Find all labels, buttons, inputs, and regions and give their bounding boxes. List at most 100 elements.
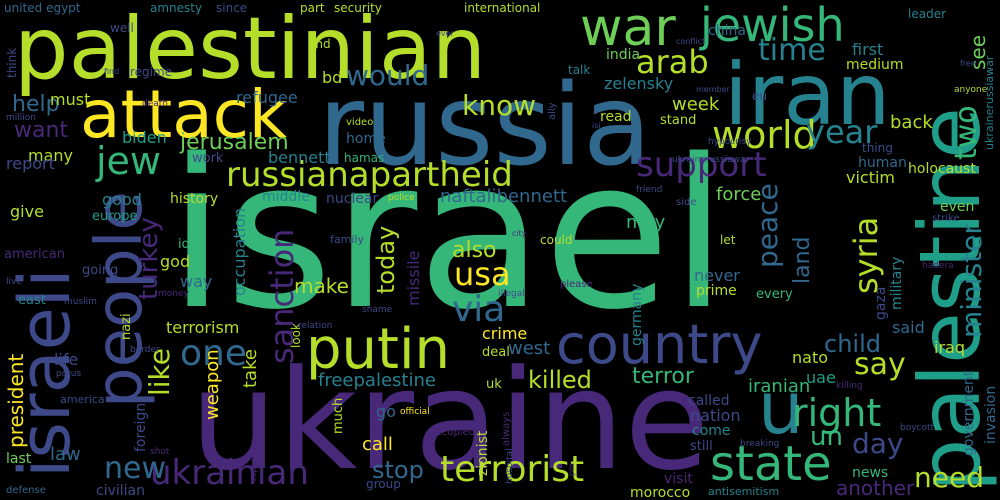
word-every: every [756,287,793,302]
word-isi: isi [592,121,601,130]
word-eu: eu [752,89,767,103]
word-border: border [130,345,160,355]
word-killed: killed [528,366,592,394]
word-back: back [890,112,933,133]
word-biden: biden [122,128,167,147]
word-security: security [334,1,382,15]
word-attack: attack [80,76,288,153]
word-say: say [854,347,906,382]
word-another: another [836,476,915,500]
word-un: un [810,422,843,452]
word-new: new [104,451,167,486]
word-government: government [961,370,977,456]
word-india: india [606,47,641,63]
word-iran: iran [724,45,891,145]
word-video: video [346,117,374,128]
word-uk: uk [486,377,502,392]
word-killing: killing [836,381,863,391]
word-weapon: weapon [202,349,223,420]
word-naftalibennett: naftalibennett [440,186,568,207]
word-west: west [508,338,551,359]
word-hypocrisy: hypocrisy [708,137,752,147]
word-deal: deal [482,345,510,360]
word-hadera: hadera [922,261,954,271]
word-terrorist: terrorist [440,449,585,490]
word-force: force [716,184,762,205]
word-ukrainerussianwar: ukrainerussiawar [672,155,750,165]
word-visit: visit [664,471,693,487]
word-putin: putin [306,317,451,382]
word-two: two [949,105,984,160]
word-take: take [240,349,261,388]
word-ukrainerussiawar-vertical: ukrainerussiawar [983,55,996,150]
word-many: many [28,146,73,165]
word-nato: nato [792,348,829,367]
word-foreign: foreign [133,402,149,452]
word-may: may [626,212,666,233]
word-germany: germany [629,283,645,346]
word-home: home [346,131,386,147]
word-death: death [142,99,168,109]
word-china: china [708,23,746,39]
word-russianapartheid: russianapartheid [226,155,513,195]
word-medium: medium [846,57,904,73]
word-international: international [464,1,541,15]
word-help: help [12,92,60,117]
word-week: week [672,94,720,115]
word-part: part [300,1,325,15]
word-time: time [758,33,826,68]
word-uae: uae [806,368,836,387]
word-pm: pm [567,463,576,476]
word-victim: victim [846,168,896,187]
word-ally: ally [547,102,558,120]
word-land: land [790,236,815,284]
word-side: side [676,197,697,208]
word-free: free [960,59,976,68]
word-terrorism: terrorism [166,318,240,337]
word-crime: crime [482,324,528,343]
word-god: god [160,252,191,271]
word-state: state [710,436,832,492]
word-occupied: occupied [430,427,476,438]
word-come: come [692,423,731,439]
word-right: right [792,391,882,435]
word-occupation: occupation [230,207,249,296]
word-million: million [6,113,36,123]
word-palestinian: palestinian [14,0,487,99]
word-amnesty: amnesty [150,1,203,15]
word-city: city [512,229,527,238]
word-day: day [852,427,904,460]
word-conflict: conflict [676,37,706,46]
word-syria: syria [847,216,885,294]
word-said: said [892,318,925,337]
word-year: year [806,113,878,151]
word-america: america [60,393,105,406]
word-gaza: gaza [873,286,889,320]
word-regime: regime [130,65,173,79]
word-anyone: anyone [954,85,988,95]
word-go: go [376,402,396,421]
word-talk: talk [568,63,591,77]
word-know: know [462,89,536,122]
word-history: history [170,191,219,207]
word-strike: strike [932,213,960,224]
word-read: read [600,109,632,125]
word-like: like [143,347,176,396]
word-idf: idf [178,237,195,252]
word-group: group [366,477,401,491]
word-shame: shame [362,305,393,315]
word-support: support [636,145,767,185]
word-friend: friend [636,185,663,195]
word-find: find [104,67,120,76]
word-good: good [102,190,142,209]
word-stop: stop [372,456,424,484]
word-freepalestine: freepalestine [318,370,436,391]
word-leader: leader [908,7,947,21]
word-middle: middle [262,189,310,205]
word-muslim: muslim [64,297,97,307]
word-way: way [180,272,213,291]
word-via: via [452,289,506,330]
word-much: much [331,397,346,434]
word-jerusalem: jerusalem [180,130,289,155]
